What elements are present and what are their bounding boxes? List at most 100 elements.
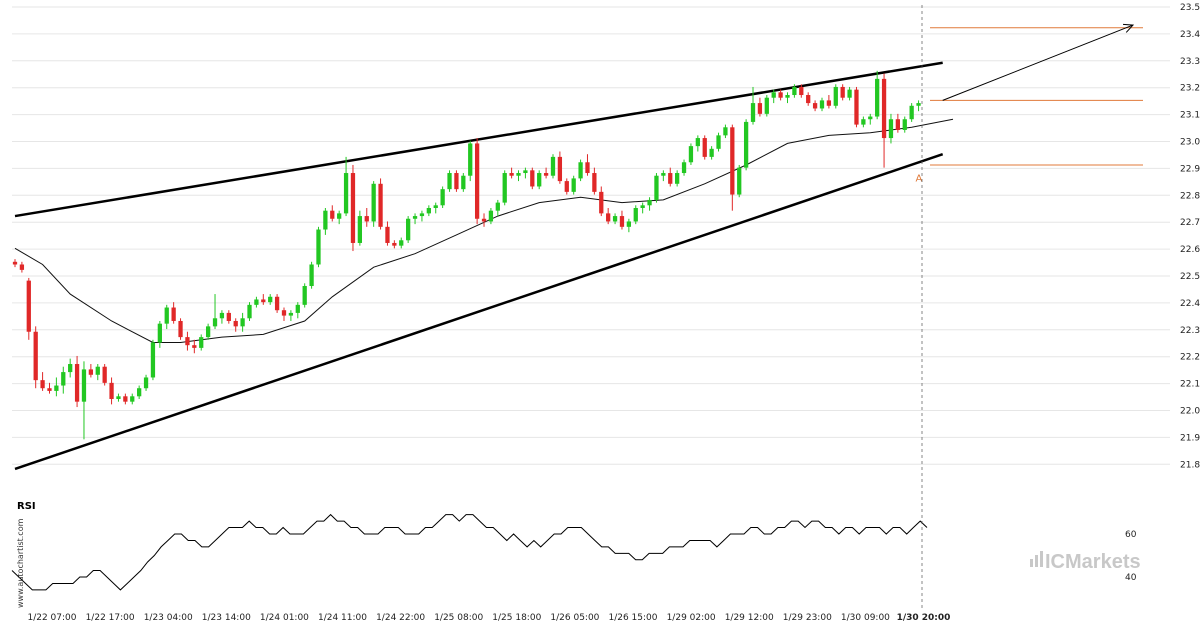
candle [150, 339, 156, 381]
candle [192, 339, 197, 354]
candle [68, 358, 73, 378]
candle [861, 116, 866, 128]
candle [81, 361, 87, 440]
candle [212, 294, 218, 330]
candle [288, 310, 294, 321]
price-tick-label: 22.6372 [1180, 245, 1200, 255]
price-tick-label: 23.1372 [1180, 111, 1200, 121]
time-tick-label: 1/29 23:00 [783, 613, 832, 623]
candle [116, 393, 121, 402]
time-tick-label: 1/29 12:00 [725, 613, 774, 623]
candle-body [164, 307, 169, 324]
candle-body [812, 103, 818, 109]
time-tick-label: 1/23 04:00 [144, 613, 193, 623]
price-tick-label: 23.5372 [1180, 3, 1200, 13]
candle [509, 167, 514, 179]
candle [612, 213, 618, 225]
candle [164, 304, 169, 330]
candle-body [399, 240, 404, 246]
price-tick-label: 22.3372 [1180, 326, 1200, 336]
candle-body [281, 310, 287, 316]
candle [385, 221, 390, 246]
candle [757, 97, 763, 117]
candle-body [612, 216, 618, 222]
candle-body [433, 205, 438, 208]
candle [261, 294, 266, 305]
candle-body [530, 170, 535, 187]
candle [654, 173, 659, 203]
channel-upper-line [14, 61, 943, 218]
candle-body [68, 364, 73, 373]
candle [433, 202, 438, 214]
candle-body [192, 345, 197, 348]
time-tick-label: 1/29 02:00 [667, 613, 716, 623]
price-tick-label: 22.2372 [1180, 353, 1200, 363]
candle-body [123, 396, 128, 402]
rsi-polyline [11, 513, 928, 591]
candle-body [695, 138, 700, 147]
channel-lower-line [14, 153, 944, 471]
candle-body [737, 167, 742, 195]
candle [695, 135, 700, 152]
candle [785, 92, 790, 104]
candle [571, 175, 576, 195]
price-tick-label: 22.7372 [1180, 218, 1200, 228]
candle [661, 170, 666, 182]
candle-body [350, 173, 356, 243]
candle-body [212, 318, 218, 327]
candle [274, 294, 280, 313]
logo-bar-2 [1035, 555, 1038, 567]
candle-body [143, 377, 149, 389]
candle-body [233, 320, 238, 327]
price-tick-label: 22.4372 [1180, 299, 1200, 309]
time-tick-label: 1/22 07:00 [27, 613, 76, 623]
price-axis: 23.5372 23.4372 23.3372 23.2372 23.1372 23.03… [1180, 3, 1200, 470]
candle [481, 213, 487, 227]
candle-body [240, 318, 245, 327]
candle [454, 170, 459, 192]
candle [868, 113, 873, 125]
candle [309, 261, 314, 289]
candle-body [150, 342, 156, 378]
candle-body [688, 146, 694, 163]
candle [109, 377, 114, 405]
candle [592, 167, 597, 195]
candle [268, 294, 273, 305]
candle [743, 119, 749, 171]
candle [750, 86, 756, 125]
candle-body [640, 205, 645, 208]
candle-body [716, 135, 721, 149]
candle-body [19, 264, 25, 270]
candle [578, 159, 583, 182]
candle [281, 307, 287, 321]
candle-body [61, 372, 66, 386]
candle [599, 186, 604, 217]
candle-body [205, 326, 211, 338]
candle [95, 364, 100, 381]
candle-body [288, 312, 294, 316]
candle-body [330, 210, 335, 219]
candle-body [268, 296, 273, 303]
candle-body [806, 95, 811, 104]
price-tick-label: 22.0372 [1180, 407, 1200, 417]
candle [143, 374, 149, 391]
candle [40, 372, 45, 391]
candle-body [854, 89, 859, 125]
candle [219, 310, 225, 324]
time-tick-label: 1/25 18:00 [492, 613, 541, 623]
candle-body [633, 207, 638, 222]
candle-body [116, 396, 121, 399]
candle-body [461, 175, 466, 190]
candle-body [819, 100, 825, 109]
candle [550, 154, 556, 179]
candle [792, 84, 797, 98]
candle [723, 124, 728, 139]
candle [343, 156, 349, 217]
candle [633, 205, 638, 225]
candle [737, 164, 742, 198]
time-tick-label: 1/22 17:00 [86, 613, 135, 623]
candle-body [261, 299, 266, 303]
candle-body [764, 97, 769, 114]
candle-body [302, 286, 307, 305]
